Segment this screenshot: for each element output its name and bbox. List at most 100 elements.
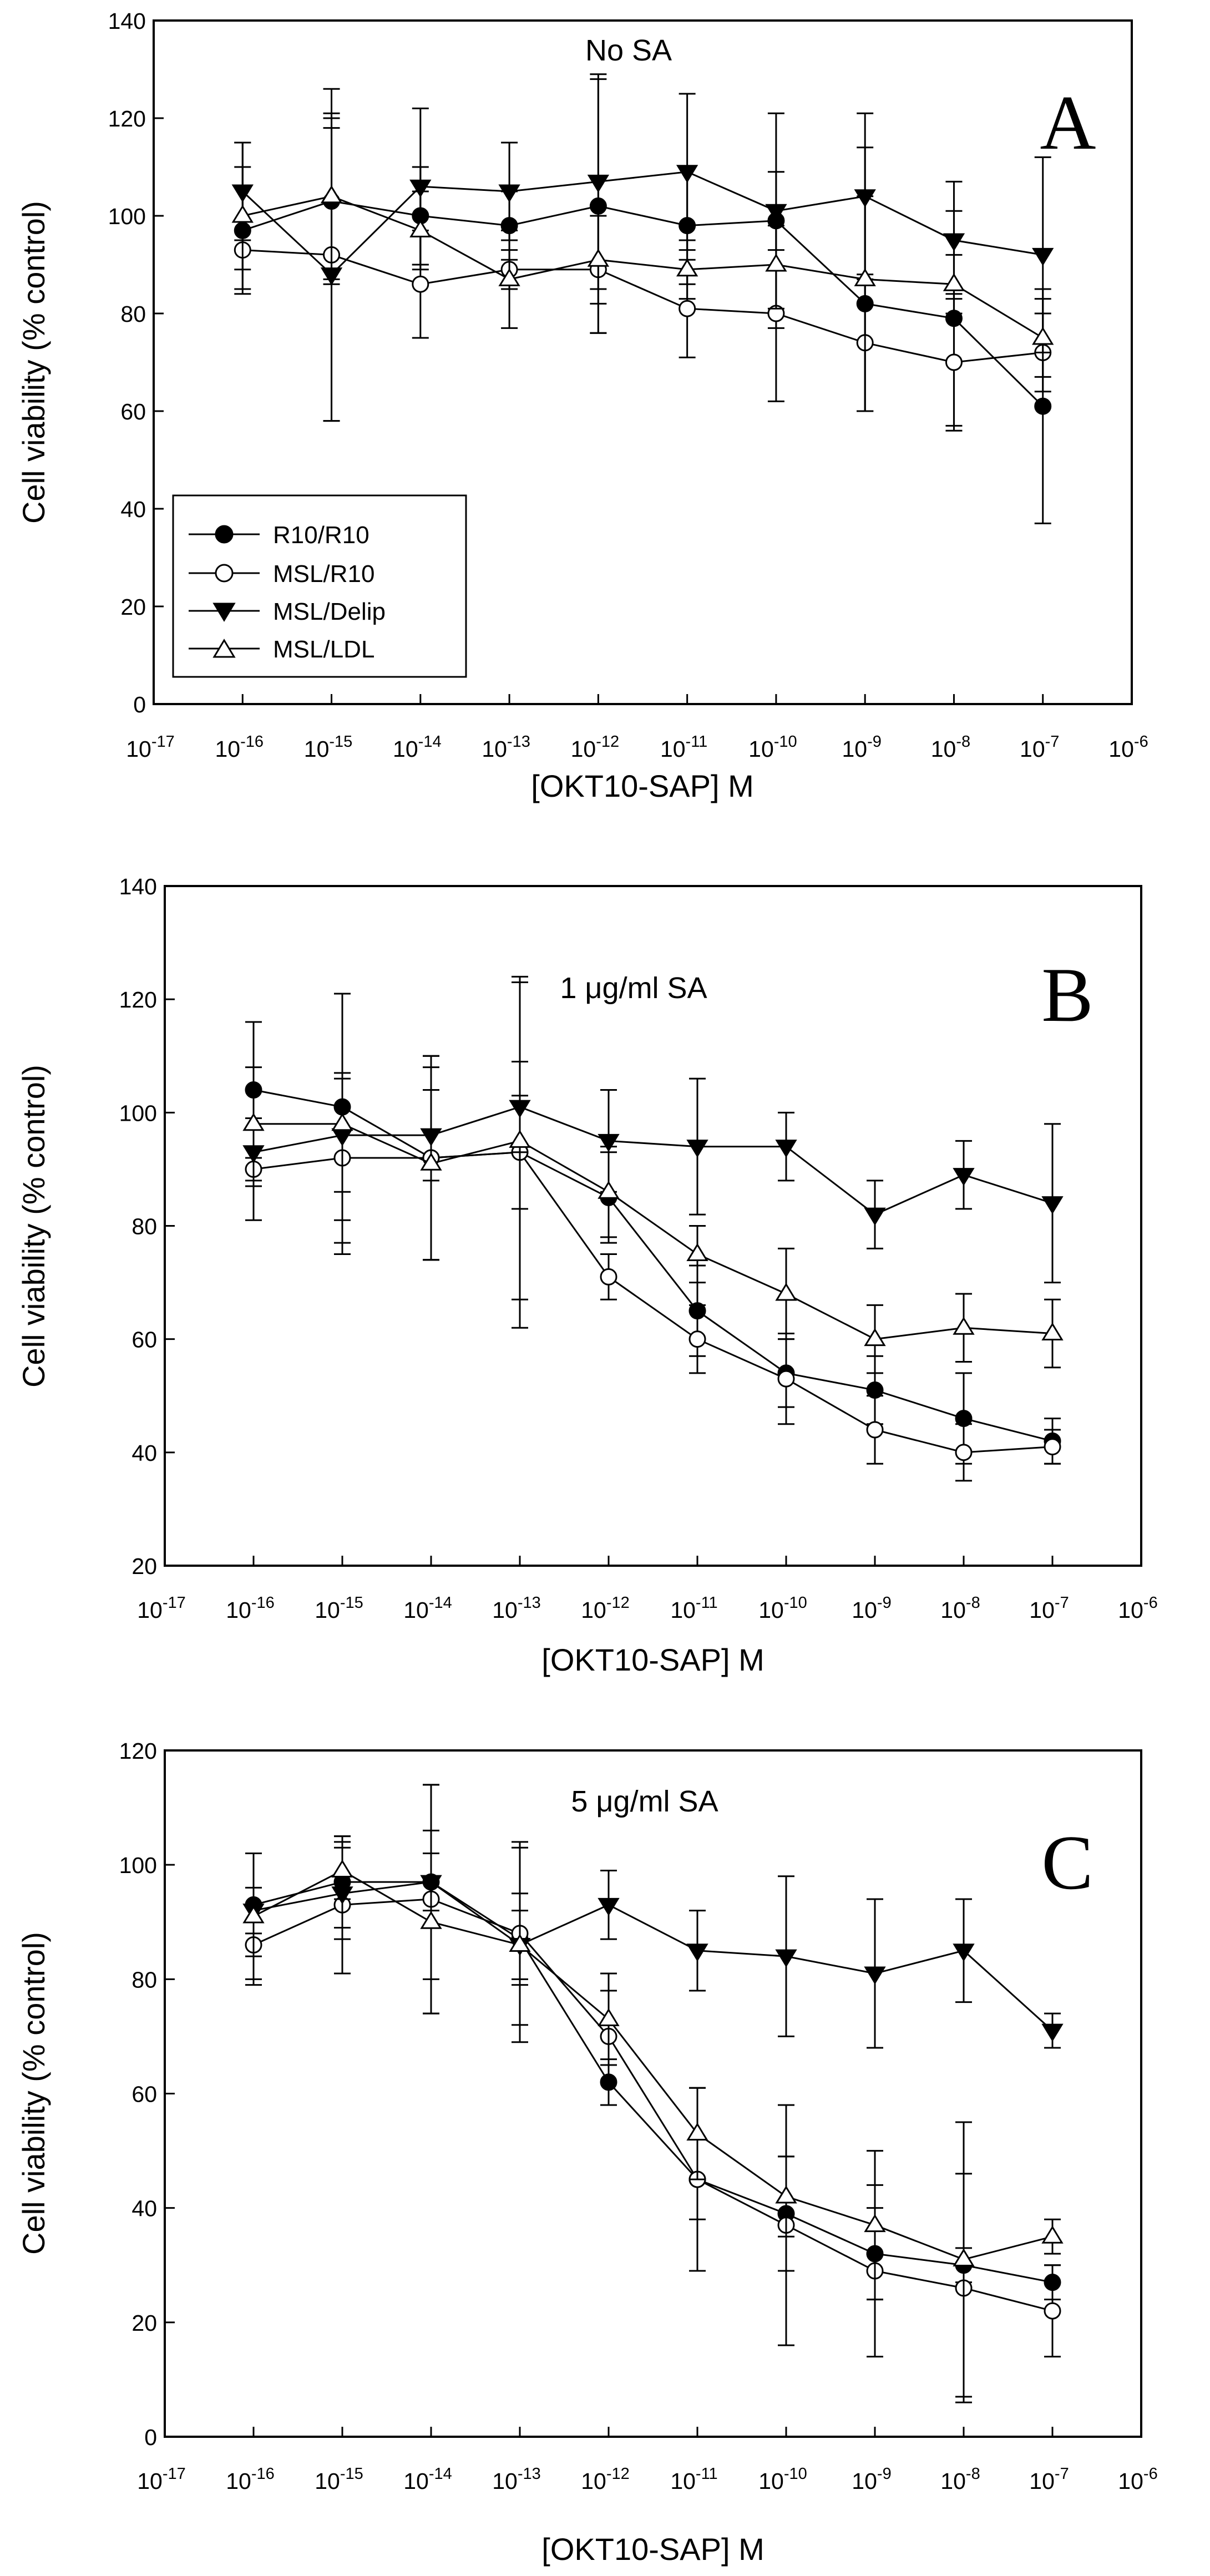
- y-tick-label: 100: [119, 1100, 157, 1126]
- x-tick-label: 10-12: [571, 733, 620, 762]
- x-tick-label: 10-10: [758, 2465, 807, 2494]
- x-tick-label: 10-10: [758, 1594, 807, 1623]
- legend-entry-r10-r10: R10/R10: [189, 522, 369, 549]
- legend-marker-triangle-up-open: [212, 639, 236, 658]
- marker-triangle-down-filled: [765, 204, 787, 222]
- y-tick-label: 60: [131, 1327, 157, 1353]
- x-tick-label: 10-6: [1108, 733, 1148, 762]
- legend-label: MSL/R10: [273, 560, 374, 588]
- series-msl-r10: [245, 1784, 1061, 2403]
- x-tick-label: 10-16: [215, 733, 264, 762]
- panel-c-series: [242, 1784, 1064, 2403]
- panel-b-series: [242, 975, 1064, 1482]
- y-tick-label: 20: [131, 2310, 157, 2336]
- y-tick-label: 120: [108, 106, 146, 131]
- panel-c-y-axis-title: Cell viability (% control): [16, 1932, 51, 2255]
- marker-triangle-down-filled: [598, 1133, 620, 1152]
- panel-a-plot-frame: [153, 19, 1133, 705]
- marker-triangle-down-filled: [1041, 2023, 1064, 2042]
- marker-triangle-up-open: [331, 1859, 353, 1877]
- x-tick-label: 10-8: [931, 733, 970, 762]
- panel-c-y-ticks: 0 20 40 60 80 100 120: [119, 1738, 175, 2450]
- marker-triangle-up-open: [854, 268, 876, 286]
- y-tick-label: 20: [120, 594, 146, 620]
- marker-triangle-up-open: [864, 2214, 886, 2233]
- series-r10-r10: [245, 1784, 1061, 2301]
- x-tick-label: 10-13: [482, 733, 530, 762]
- series-line: [242, 195, 1044, 339]
- marker-triangle-down-filled: [775, 1140, 797, 1158]
- x-tick-label: 10-17: [137, 1594, 186, 1623]
- panel-b: 20 40 60 80 100 120 140 10-17 10-16 10-15 10-14 10…: [16, 874, 1158, 1677]
- y-tick-label: 40: [131, 2196, 157, 2221]
- marker-circle-open: [412, 275, 429, 293]
- y-tick-label: 60: [120, 399, 146, 424]
- legend-label: MSL/LDL: [273, 636, 374, 663]
- marker-triangle-down-filled: [1041, 1196, 1064, 1214]
- marker-triangle-up-open: [320, 185, 343, 204]
- panel-a-annotation: No SA: [585, 34, 672, 67]
- y-tick-label: 40: [131, 1440, 157, 1466]
- series-msl-delip: [242, 1060, 1064, 1284]
- marker-triangle-up-open: [686, 2122, 708, 2141]
- x-tick-label: 10-17: [137, 2465, 186, 2494]
- marker-triangle-up-open: [587, 249, 610, 267]
- marker-triangle-down-filled: [587, 174, 610, 193]
- marker-triangle-down-filled: [598, 1897, 620, 1916]
- marker-triangle-down-filled: [953, 1944, 975, 1962]
- series-line: [253, 1106, 1053, 1216]
- marker-triangle-down-filled: [409, 179, 432, 198]
- y-tick-label: 120: [119, 1738, 157, 1764]
- marker-circle-open: [945, 353, 963, 371]
- series-line: [253, 1089, 1053, 1442]
- series-line: [242, 249, 1043, 363]
- series-msl-delip: [242, 1846, 1064, 2049]
- marker-triangle-up-open: [420, 1911, 442, 1929]
- x-tick-label: 10-15: [304, 733, 353, 762]
- marker-triangle-up-open: [1041, 1322, 1064, 1340]
- y-tick-label: 140: [119, 874, 157, 899]
- y-tick-label: 80: [131, 1967, 157, 1992]
- marker-triangle-up-open: [775, 2185, 797, 2204]
- y-tick-label: 40: [120, 497, 146, 522]
- marker-triangle-up-open: [953, 1317, 975, 1335]
- y-tick-label: 120: [119, 987, 157, 1013]
- marker-triangle-up-open: [420, 1152, 442, 1171]
- y-tick-label: 80: [131, 1214, 157, 1239]
- marker-triangle-down-filled: [498, 184, 520, 203]
- series-msl-ldl: [242, 981, 1064, 1374]
- series-line: [253, 1151, 1053, 1454]
- marker-triangle-up-open: [498, 268, 520, 286]
- marker-triangle-up-open: [943, 273, 965, 291]
- marker-triangle-up-open: [242, 1905, 265, 1924]
- x-tick-label: 10-6: [1118, 2465, 1157, 2494]
- panel-a-legend: R10/R10 MSL/R10 MSL/Delip MSL/LDL: [172, 494, 467, 678]
- legend-label: MSL/Delip: [273, 598, 386, 625]
- marker-triangle-down-filled: [686, 1140, 708, 1158]
- x-tick-label: 10-7: [1029, 1594, 1069, 1623]
- marker-circle-open: [600, 1268, 617, 1286]
- x-tick-label: 10-9: [852, 1594, 891, 1623]
- panel-a-y-ticks: 0 20 40 60 80 100 120 140: [108, 8, 164, 717]
- x-tick-label: 10-11: [670, 2465, 717, 2494]
- marker-triangle-up-open: [509, 1130, 531, 1148]
- marker-triangle-up-open: [765, 254, 787, 272]
- marker-circle-open: [1044, 1438, 1061, 1456]
- x-tick-label: 10-12: [581, 2465, 630, 2494]
- series-msl-r10: [245, 975, 1061, 1482]
- marker-triangle-up-open: [953, 2248, 975, 2266]
- marker-triangle-down-filled: [1032, 247, 1054, 266]
- legend-marker-circle-filled: [215, 525, 234, 544]
- x-tick-label: 10-11: [670, 1594, 717, 1623]
- series-line: [253, 1869, 1053, 2261]
- marker-triangle-down-filled: [686, 1944, 708, 1962]
- marker-triangle-down-filled: [953, 1168, 975, 1186]
- x-tick-label: 10-14: [403, 1594, 452, 1623]
- legend-entry-msl-delip: MSL/Delip: [189, 598, 386, 625]
- x-tick-label: 10-14: [403, 2465, 452, 2494]
- marker-triangle-up-open: [509, 1934, 531, 1952]
- series-line: [253, 1881, 1054, 2032]
- x-tick-label: 10-7: [1020, 733, 1059, 762]
- y-tick-label: 100: [119, 1853, 157, 1878]
- x-tick-label: 10-13: [492, 1594, 541, 1623]
